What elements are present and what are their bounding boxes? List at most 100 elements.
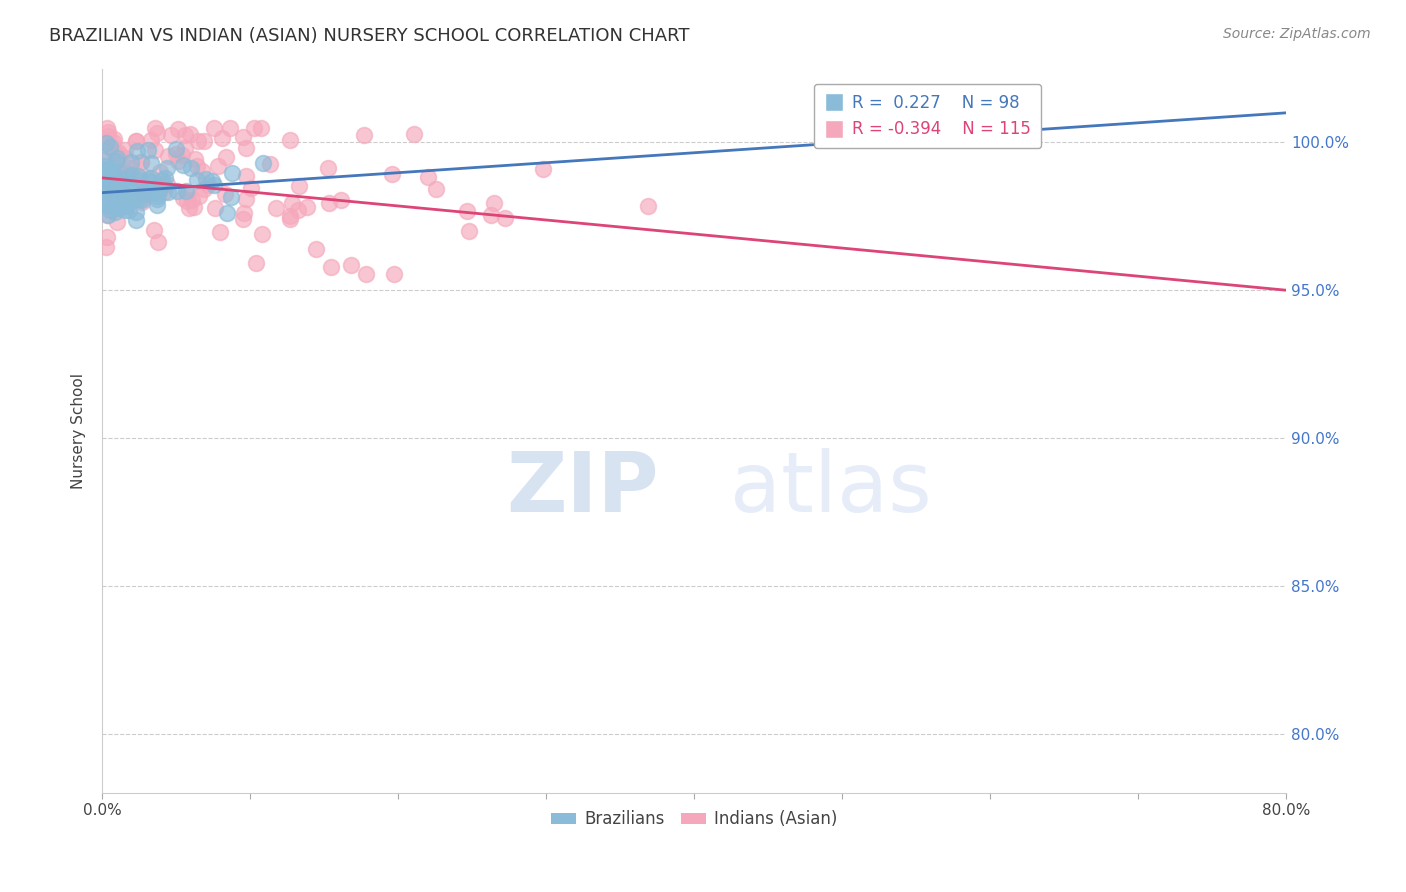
Point (456, 204, 478, 219)
Point (211, 131, 233, 145)
Point (125, 205, 148, 219)
Point (143, 223, 166, 237)
Point (149, 164, 172, 178)
Point (354, 268, 377, 282)
Text: Source: ZipAtlas.com: Source: ZipAtlas.com (1223, 27, 1371, 41)
Point (105, 165, 128, 179)
Point (186, 173, 208, 187)
Point (173, 141, 195, 155)
Point (112, 173, 135, 187)
Point (264, 201, 287, 215)
Point (143, 181, 166, 195)
Point (183, 200, 205, 214)
Point (107, 145, 129, 160)
Point (232, 130, 254, 145)
Point (103, 145, 125, 160)
Point (104, 205, 127, 219)
Point (104, 178, 127, 193)
Point (108, 177, 131, 191)
Text: atlas: atlas (730, 448, 931, 529)
Point (117, 166, 139, 180)
Point (295, 201, 318, 215)
Point (531, 162, 554, 177)
Legend: Brazilians, Indians (Asian): Brazilians, Indians (Asian) (544, 804, 844, 835)
Point (381, 167, 404, 181)
Point (235, 192, 257, 206)
Point (232, 205, 254, 219)
Point (93, 196, 115, 211)
Point (143, 120, 166, 135)
Point (97, 173, 120, 187)
Point (107, 173, 129, 187)
Point (221, 189, 243, 203)
Point (127, 172, 149, 186)
Point (97, 183, 120, 197)
Point (105, 200, 128, 214)
Point (121, 191, 143, 205)
Point (239, 181, 262, 195)
Point (120, 154, 142, 169)
Point (114, 165, 136, 179)
Point (166, 185, 188, 199)
Point (316, 161, 339, 175)
Point (305, 242, 328, 256)
Point (93, 160, 115, 174)
Point (139, 170, 162, 185)
Point (157, 148, 180, 162)
Point (94, 148, 117, 162)
Point (146, 126, 169, 140)
Point (94, 176, 117, 190)
Point (232, 211, 254, 226)
Point (186, 160, 208, 174)
Point (177, 186, 200, 200)
Point (125, 134, 148, 148)
Point (103, 185, 125, 199)
Point (184, 153, 207, 167)
Point (214, 186, 236, 201)
Point (209, 225, 232, 239)
Point (98, 176, 121, 190)
Point (103, 182, 125, 196)
Point (202, 120, 225, 135)
Point (494, 211, 516, 225)
Point (111, 165, 134, 179)
Point (139, 133, 162, 147)
Y-axis label: Nursery School: Nursery School (72, 373, 86, 489)
Point (105, 215, 128, 229)
Point (202, 178, 225, 193)
Point (278, 133, 301, 147)
Point (93, 163, 115, 178)
Point (153, 185, 176, 199)
Point (114, 203, 136, 218)
Point (165, 146, 187, 161)
Point (100, 186, 122, 200)
Point (146, 235, 169, 250)
Point (100, 202, 122, 217)
Point (104, 178, 127, 192)
Point (143, 143, 166, 157)
Point (111, 172, 134, 186)
Point (125, 145, 148, 159)
Point (103, 132, 125, 146)
Point (101, 138, 124, 153)
Point (121, 168, 143, 182)
Point (194, 171, 217, 186)
Point (146, 188, 169, 202)
Point (191, 164, 214, 178)
Point (167, 153, 190, 168)
Point (110, 193, 132, 207)
Point (156, 161, 179, 176)
Point (105, 152, 128, 166)
Point (174, 128, 197, 142)
Point (98, 178, 121, 192)
Point (108, 183, 131, 197)
Point (131, 194, 153, 209)
Point (118, 193, 141, 207)
Point (138, 170, 160, 185)
Point (96, 229, 118, 244)
Point (174, 184, 197, 198)
Point (93, 175, 115, 189)
Point (96, 208, 118, 222)
Point (353, 128, 375, 143)
Point (127, 169, 149, 184)
